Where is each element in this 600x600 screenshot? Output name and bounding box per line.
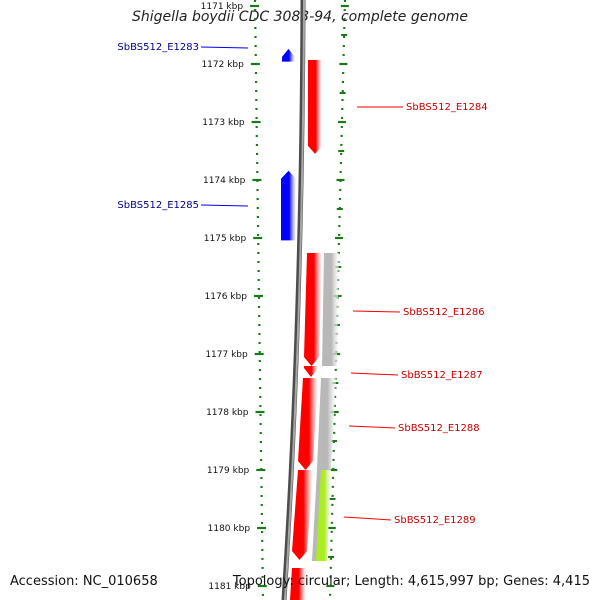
genome-summary-text: Topology: circular; Length: 4,615,997 bp… [232,574,590,589]
gene-label-e1286[interactable]: SbBS512_E1286 [403,307,485,318]
map-title: Shigella boydii CDC 3083-94, complete ge… [131,9,469,25]
leader-e1288 [348,425,396,429]
tick-label: 1176 kbp [205,292,248,302]
left-dotted-guide [253,0,265,600]
gene-sbbs512-e1283[interactable] [282,48,295,62]
gene-sbbs512-e1288[interactable] [298,378,318,470]
accession-text: Accession: NC_010658 [10,574,158,589]
tick-label: 1177 kbp [205,350,248,360]
gene-label-e1284[interactable]: SbBS512_E1284 [406,102,488,113]
tick-label: 1178 kbp [206,408,249,418]
gene-label-e1287[interactable]: SbBS512_E1287 [401,370,483,381]
gene-sbbs512-e1285[interactable] [281,170,296,241]
backbone-shadow [281,0,306,600]
tick-label: 1173 kbp [202,118,245,128]
tick-label: 1181 kbp [208,582,251,592]
gene-sbbs512-e1284[interactable] [308,59,322,154]
feature-highlight[interactable] [316,470,331,561]
leader-e1287 [350,372,399,376]
gene-label-e1288[interactable]: SbBS512_E1288 [398,423,480,434]
gene-label-e1283[interactable]: SbBS512_E1283 [117,42,199,53]
feature-grey-2 [317,378,336,470]
tick-label: 1179 kbp [207,466,250,476]
feature-grey-1 [322,253,339,366]
tick-label: 1172 kbp [201,60,244,70]
tick-label: 1174 kbp [203,176,246,186]
gene-continuation[interactable] [290,568,306,600]
leader-e1285 [200,204,249,207]
tick-label: 1171 kbp [201,2,244,12]
gene-label-e1285[interactable]: SbBS512_E1285 [117,200,199,211]
backbone-highlight [284,0,305,600]
leader-e1286 [352,310,401,313]
gene-label-e1289[interactable]: SbBS512_E1289 [394,515,476,526]
leader-e1283 [200,46,249,49]
gene-sbbs512-e1287[interactable] [304,366,318,377]
tick-label: 1175 kbp [204,234,247,244]
gene-sbbs512-e1289[interactable] [292,470,313,560]
tick-label: 1180 kbp [208,524,251,534]
leader-e1289 [343,516,392,521]
right-dotted-guide [328,0,347,600]
gene-sbbs512-e1286[interactable] [304,253,322,366]
